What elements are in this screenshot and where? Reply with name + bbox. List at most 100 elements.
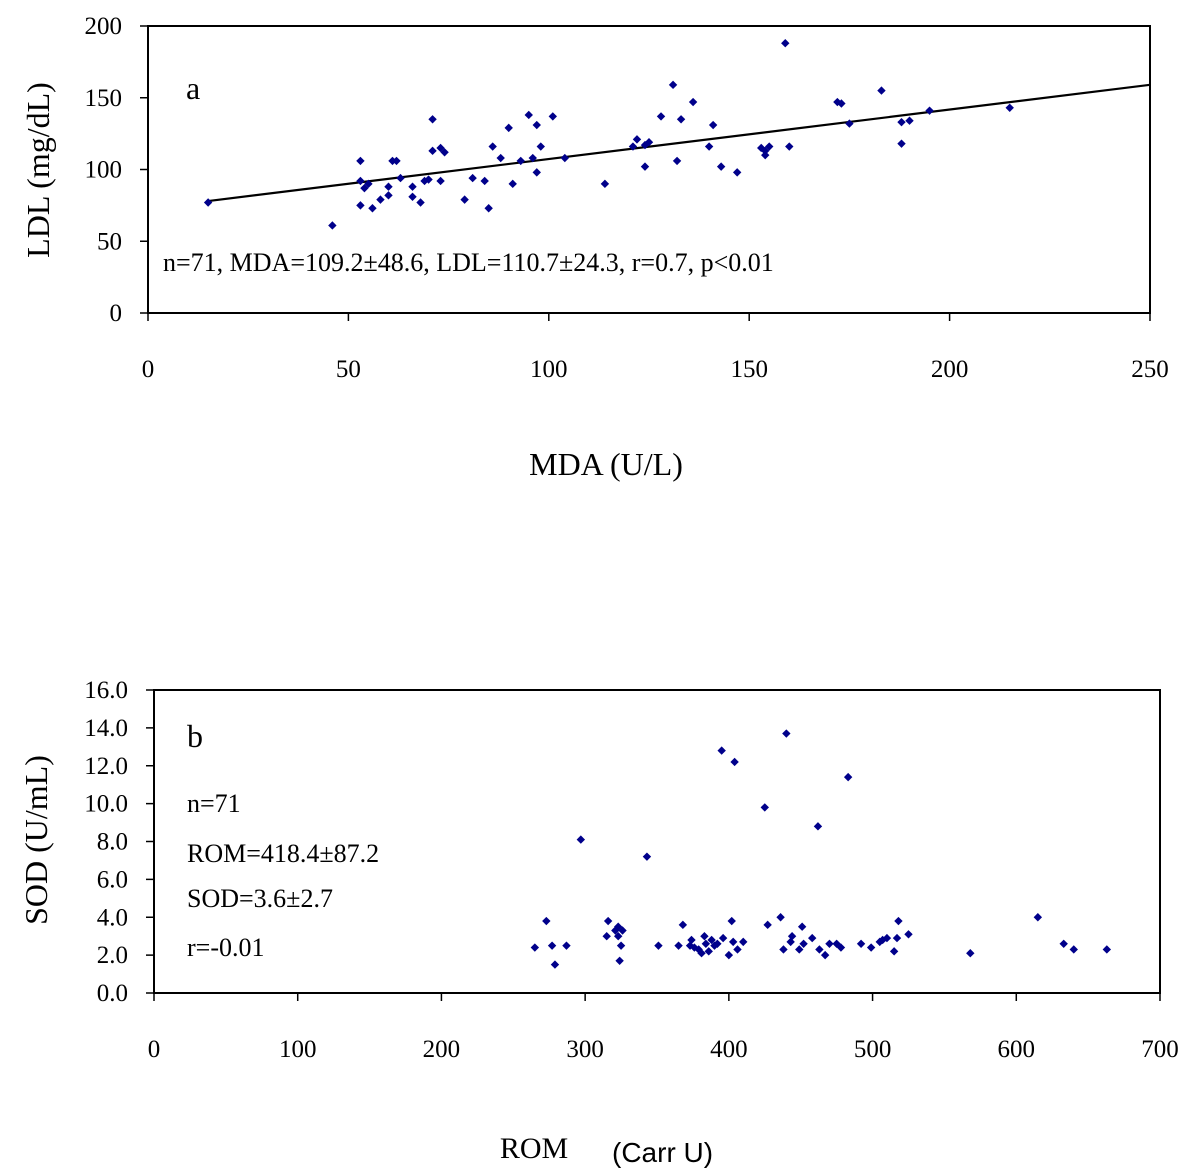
data-point: [396, 173, 405, 183]
data-point: [760, 803, 769, 812]
data-point: [727, 916, 736, 926]
data-point: [732, 168, 742, 177]
x-tick-label: 700: [1141, 1036, 1179, 1063]
data-point: [765, 142, 774, 151]
data-point: [440, 148, 449, 157]
data-point: [718, 933, 728, 943]
data-point: [815, 945, 824, 954]
data-point: [966, 949, 975, 958]
data-point: [700, 931, 709, 941]
data-point: [436, 176, 445, 186]
y-tick-label: 0.0: [97, 980, 128, 1007]
data-point: [779, 945, 788, 954]
data-point: [356, 156, 365, 166]
data-point: [894, 916, 903, 926]
data-point: [889, 947, 899, 956]
data-point: [708, 120, 718, 130]
data-point: [1059, 939, 1068, 948]
data-point: [704, 142, 714, 151]
data-point: [484, 204, 493, 213]
data-point: [1033, 913, 1043, 922]
data-point: [716, 162, 726, 171]
x-axis-label: ROM: [500, 1132, 568, 1165]
x-tick-label: 200: [423, 1036, 461, 1063]
data-point: [781, 39, 790, 48]
data-point: [408, 192, 417, 201]
x-tick-label: 500: [854, 1036, 892, 1063]
y-tick-label: 200: [85, 13, 123, 40]
data-point: [739, 937, 748, 947]
data-point: [905, 116, 914, 125]
stats-annotation: n=71, MDA=109.2±48.6, LDL=110.7±24.3, r=…: [163, 248, 774, 277]
data-point: [808, 933, 817, 943]
data-point: [532, 120, 541, 130]
y-axis-label: LDL (mg/dL): [20, 82, 56, 258]
data-point: [602, 931, 611, 941]
data-point: [384, 191, 393, 200]
data-point: [795, 945, 804, 954]
data-point: [468, 173, 477, 183]
data-point: [547, 941, 557, 950]
data-point: [925, 106, 934, 115]
data-point: [1005, 103, 1014, 112]
data-point: [548, 112, 558, 121]
y-tick-label: 16.0: [84, 677, 128, 704]
data-point: [576, 835, 586, 844]
trend-line: [207, 83, 1151, 203]
x-tick-label: 0: [148, 1036, 161, 1063]
data-point: [845, 119, 854, 128]
data-point: [356, 176, 365, 186]
data-point: [488, 142, 497, 151]
y-tick-label: 6.0: [97, 866, 128, 893]
data-point: [728, 937, 738, 947]
data-point: [786, 937, 795, 947]
data-point: [875, 937, 884, 947]
x-tick-label: 0: [142, 356, 155, 383]
data-point: [799, 939, 808, 948]
data-point: [504, 123, 513, 133]
data-point: [843, 772, 853, 782]
data-point: [836, 943, 846, 952]
x-tick-label: 300: [566, 1036, 604, 1063]
data-point: [678, 920, 688, 930]
data-point: [364, 179, 373, 189]
data-point: [676, 115, 686, 124]
data-point: [480, 176, 489, 186]
data-point: [897, 139, 906, 148]
x-tick-label: 100: [279, 1036, 317, 1063]
data-point: [892, 933, 902, 943]
x-tick-label: 150: [730, 356, 768, 383]
data-point: [392, 156, 401, 166]
data-point: [600, 179, 610, 189]
data-points: [530, 729, 1112, 969]
data-point: [560, 153, 570, 163]
data-point: [813, 822, 823, 831]
data-point: [508, 179, 517, 189]
x-axis-unit-label: (Carr U): [612, 1137, 713, 1168]
data-point: [530, 943, 540, 952]
data-point: [761, 146, 770, 156]
y-tick-label: 2.0: [97, 942, 128, 969]
data-point: [882, 933, 892, 943]
data-point: [642, 852, 652, 861]
data-point: [820, 950, 830, 960]
data-point: [713, 939, 722, 948]
data-point: [640, 140, 650, 150]
data-point: [1069, 945, 1078, 954]
data-point: [203, 198, 213, 207]
data-point: [528, 153, 537, 163]
data-point: [904, 930, 913, 939]
stats-annotation: n=71: [187, 789, 241, 818]
data-point: [782, 729, 791, 738]
y-tick-label: 10.0: [84, 791, 128, 818]
data-point: [644, 138, 654, 147]
data-point: [776, 913, 785, 922]
data-point: [616, 941, 626, 950]
data-point: [428, 146, 437, 156]
data-point: [837, 99, 846, 108]
data-point: [878, 935, 887, 945]
data-point: [424, 175, 433, 184]
x-tick-label: 400: [710, 1036, 748, 1063]
data-point: [640, 162, 650, 171]
